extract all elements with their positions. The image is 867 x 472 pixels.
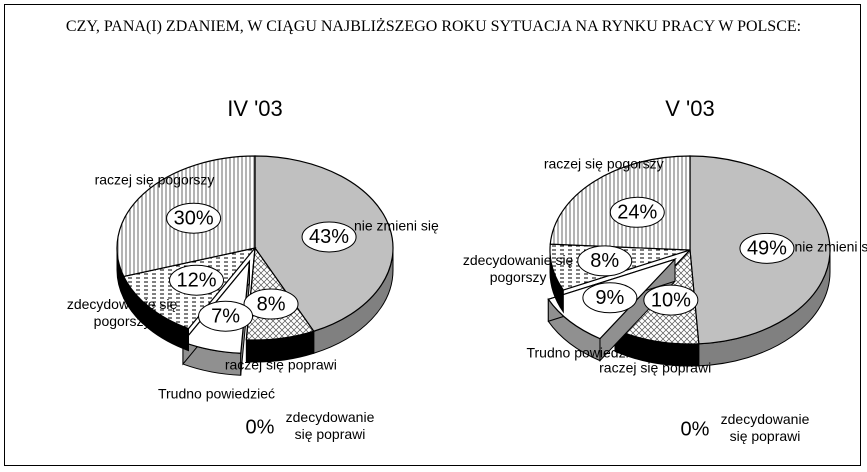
value-label-bg: [609, 196, 665, 228]
category-label: zdecydowanie się poprawi: [285, 409, 375, 442]
value-label-bg: [577, 245, 633, 277]
value-label: 0%: [681, 418, 710, 440]
title: CZY, PANA(I) ZDANIEM, W CIĄGU NAJBLIŻSZE…: [65, 18, 802, 35]
value-label-bg: [739, 232, 795, 264]
value-label: 30%: [174, 208, 214, 230]
value-label: 43%: [309, 226, 349, 248]
value-label-bg: [301, 221, 357, 253]
value-label-bg: [643, 284, 699, 316]
value-label-bg: [198, 300, 254, 332]
category-label: raczej się poprawi: [224, 356, 337, 373]
value-label: 8%: [257, 293, 286, 315]
value-label: 49%: [747, 238, 787, 260]
value-label-bg: [166, 202, 222, 234]
pie-title: V '03: [665, 96, 714, 121]
category-label: zdecydowanie się pogorszy: [66, 295, 178, 329]
category-label: zdecydowanie się pogorszy: [462, 252, 574, 286]
category-label: Trudno powiedzieć: [526, 344, 644, 361]
value-label: 12%: [177, 270, 217, 292]
category-label: Trudno powiedzieć: [157, 385, 275, 402]
category-label: raczej się poprawi: [599, 359, 712, 376]
category-label: raczej się pogorszy: [94, 171, 215, 188]
category-label: zdecydowanie się poprawi: [720, 411, 810, 444]
value-label: 10%: [651, 289, 691, 311]
value-label-bg: [243, 288, 299, 320]
pie-title: IV '03: [227, 96, 283, 121]
value-label: 9%: [595, 287, 624, 309]
value-label-bg: [582, 282, 638, 314]
value-label-bg: [169, 264, 225, 296]
category-label: nie zmieni się: [353, 217, 439, 234]
value-label: 7%: [211, 306, 240, 328]
value-label: 8%: [590, 250, 619, 272]
value-label: 0%: [246, 416, 275, 438]
category-label: raczej się pogorszy: [543, 155, 664, 172]
value-label: 24%: [617, 202, 657, 224]
frame: [4, 4, 861, 466]
category-label: nie zmieni się: [794, 238, 867, 255]
